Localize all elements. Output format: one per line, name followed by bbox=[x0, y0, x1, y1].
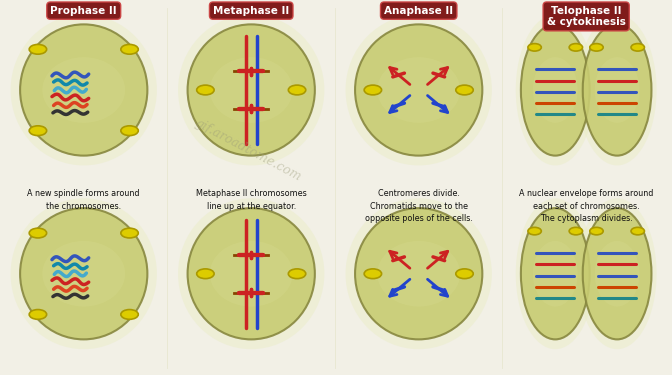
Circle shape bbox=[569, 227, 583, 235]
Circle shape bbox=[121, 126, 138, 136]
Ellipse shape bbox=[577, 198, 657, 349]
Ellipse shape bbox=[533, 57, 577, 123]
Circle shape bbox=[631, 227, 644, 235]
Ellipse shape bbox=[11, 198, 157, 349]
Text: Prophase II: Prophase II bbox=[50, 6, 117, 16]
Ellipse shape bbox=[355, 24, 482, 156]
Ellipse shape bbox=[42, 57, 125, 123]
Ellipse shape bbox=[42, 241, 125, 307]
Ellipse shape bbox=[595, 241, 640, 307]
Circle shape bbox=[121, 228, 138, 238]
Ellipse shape bbox=[583, 24, 651, 156]
Ellipse shape bbox=[515, 15, 595, 165]
Circle shape bbox=[29, 45, 46, 54]
Circle shape bbox=[590, 44, 603, 51]
Text: Metaphase II: Metaphase II bbox=[213, 6, 290, 16]
Ellipse shape bbox=[533, 241, 577, 307]
Circle shape bbox=[288, 85, 306, 95]
Circle shape bbox=[197, 85, 214, 95]
Text: Telophase II
& cytokinesis: Telophase II & cytokinesis bbox=[547, 6, 626, 27]
Ellipse shape bbox=[11, 15, 157, 165]
Ellipse shape bbox=[521, 208, 589, 339]
Ellipse shape bbox=[210, 241, 292, 307]
Ellipse shape bbox=[378, 57, 460, 123]
Circle shape bbox=[121, 45, 138, 54]
Circle shape bbox=[456, 269, 473, 279]
Ellipse shape bbox=[378, 241, 460, 307]
Ellipse shape bbox=[178, 198, 325, 349]
Circle shape bbox=[29, 126, 46, 136]
Text: Anaphase II: Anaphase II bbox=[384, 6, 453, 16]
Circle shape bbox=[121, 309, 138, 320]
Ellipse shape bbox=[595, 57, 640, 123]
Circle shape bbox=[197, 269, 214, 279]
Circle shape bbox=[456, 85, 473, 95]
Circle shape bbox=[590, 227, 603, 235]
Ellipse shape bbox=[515, 198, 595, 349]
Text: gif.aroadtome.com: gif.aroadtome.com bbox=[192, 116, 303, 184]
Ellipse shape bbox=[583, 208, 651, 339]
Circle shape bbox=[528, 227, 542, 235]
Ellipse shape bbox=[345, 198, 492, 349]
Ellipse shape bbox=[20, 24, 147, 156]
Ellipse shape bbox=[20, 208, 147, 339]
Circle shape bbox=[288, 269, 306, 279]
Circle shape bbox=[29, 309, 46, 320]
Circle shape bbox=[364, 269, 382, 279]
Ellipse shape bbox=[178, 15, 325, 165]
Text: Metaphase II chromosomes
line up at the equator.: Metaphase II chromosomes line up at the … bbox=[196, 189, 306, 211]
Circle shape bbox=[364, 85, 382, 95]
Text: A new spindle forms around
the chromosomes.: A new spindle forms around the chromosom… bbox=[28, 189, 140, 211]
Text: A nuclear envelope forms around
each set of chromosomes.
The cytoplasm divides.: A nuclear envelope forms around each set… bbox=[519, 189, 653, 224]
Circle shape bbox=[29, 228, 46, 238]
Ellipse shape bbox=[521, 24, 589, 156]
Circle shape bbox=[569, 44, 583, 51]
Ellipse shape bbox=[187, 208, 315, 339]
Text: Centromeres divide.
Chromatids move to the
opposite poles of the cells.: Centromeres divide. Chromatids move to t… bbox=[365, 189, 472, 224]
Ellipse shape bbox=[577, 15, 657, 165]
Ellipse shape bbox=[210, 57, 292, 123]
Circle shape bbox=[631, 44, 644, 51]
Ellipse shape bbox=[187, 24, 315, 156]
Circle shape bbox=[528, 44, 542, 51]
Ellipse shape bbox=[345, 15, 492, 165]
Ellipse shape bbox=[355, 208, 482, 339]
